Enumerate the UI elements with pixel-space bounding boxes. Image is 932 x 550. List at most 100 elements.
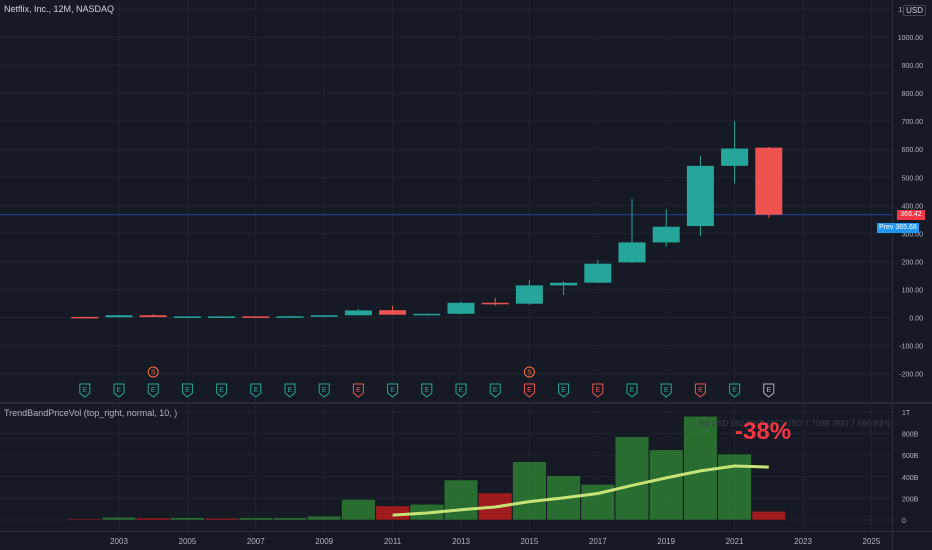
price-pane[interactable] — [0, 120, 892, 319]
volume-bar[interactable] — [136, 517, 171, 521]
indicator-title[interactable]: TrendBandPriceVol (top_right, normal, 10… — [4, 408, 178, 418]
volume-bar[interactable] — [614, 436, 650, 521]
earnings-event-marker[interactable]: E — [729, 383, 741, 398]
earnings-event-marker[interactable]: E — [763, 383, 775, 398]
volume-bar[interactable] — [717, 453, 752, 521]
candle-body[interactable] — [686, 165, 714, 227]
earnings-event-marker[interactable]: E — [113, 383, 125, 398]
candle-body[interactable] — [481, 302, 509, 305]
earnings-marker-shape — [694, 383, 706, 398]
split-marker-shape — [147, 366, 159, 378]
earnings-marker-label: E — [117, 387, 122, 394]
volume-pane[interactable] — [67, 416, 786, 521]
earnings-event-marker[interactable]: E — [250, 383, 262, 398]
earnings-marker-shape — [421, 383, 433, 398]
volume-bar[interactable] — [649, 449, 684, 521]
volume-tick-label: 1T — [902, 410, 911, 417]
last-price-label: 366.42 — [897, 210, 925, 220]
volume-bar[interactable] — [204, 518, 239, 521]
candle-body[interactable] — [447, 302, 475, 314]
volume-axis[interactable]: 0 200B 400B 600B 800B 1T — [902, 410, 919, 525]
volume-bar[interactable] — [67, 518, 102, 521]
earnings-event-marker[interactable]: E — [455, 383, 467, 398]
earnings-event-marker[interactable]: E — [694, 383, 706, 398]
volume-bar[interactable] — [238, 517, 273, 521]
price-tick-label: 400.00 — [902, 203, 924, 210]
volume-bar[interactable] — [307, 515, 342, 521]
price-tick-label: 500.00 — [902, 175, 924, 182]
price-axis[interactable]: -200.00 -100.00 0.00 100.00 200.00 300.00 400.… — [898, 7, 923, 379]
price-tick-label: 0.00 — [909, 316, 923, 323]
candle-body[interactable] — [71, 316, 99, 319]
volume-bar[interactable] — [272, 517, 308, 521]
earnings-marker-label: E — [82, 387, 87, 394]
candle-body[interactable] — [139, 315, 167, 318]
candle-body[interactable] — [413, 313, 441, 316]
price-tick-label: -200.00 — [899, 372, 923, 379]
volume-bar[interactable] — [101, 517, 137, 521]
earnings-event-marker[interactable]: E — [489, 383, 501, 398]
candle-body[interactable] — [208, 316, 236, 318]
earnings-event-marker[interactable]: E — [181, 383, 193, 398]
candle-body[interactable] — [721, 148, 749, 166]
earnings-event-marker[interactable]: E — [421, 383, 433, 398]
time-tick-label: 2005 — [179, 537, 197, 546]
time-axis[interactable]: 2003 2005 2007 2009 2011 2013 2015 2017 2019 2021… — [110, 537, 881, 546]
earnings-marker-label: E — [595, 387, 600, 394]
earnings-event-marker[interactable]: E — [284, 383, 296, 398]
earnings-event-marker[interactable]: E — [660, 383, 672, 398]
earnings-marker-label: E — [288, 387, 293, 394]
volume-bar[interactable] — [751, 511, 786, 521]
earnings-marker-label: E — [732, 387, 737, 394]
earnings-marker-shape — [181, 383, 193, 398]
earnings-event-marker[interactable]: E — [318, 383, 330, 398]
candle-body[interactable] — [344, 310, 372, 316]
earnings-marker-shape — [558, 383, 570, 398]
candle-body[interactable] — [618, 242, 646, 263]
split-marker-label: S — [527, 370, 532, 377]
earnings-marker-shape — [592, 383, 604, 398]
earnings-event-marker[interactable]: E — [147, 383, 159, 398]
prev-close-label: Prev 365.68 — [877, 223, 919, 233]
percent-change-label: -38% — [735, 418, 792, 445]
earnings-marker-label: E — [493, 387, 498, 394]
candle-body[interactable] — [105, 315, 133, 318]
symbol-title[interactable]: Netflix, Inc., 12M, NASDAQ — [4, 4, 115, 14]
candle-body[interactable] — [242, 316, 270, 318]
volume-bar[interactable] — [170, 517, 205, 521]
earnings-event-marker[interactable]: E — [592, 383, 604, 398]
event-markers[interactable]: E E E E E E E E E E E E E E E E E E E E E S S — [79, 366, 775, 398]
candle-body[interactable] — [550, 282, 578, 286]
split-marker-shape — [523, 366, 535, 378]
candle-body[interactable] — [310, 315, 338, 317]
earnings-event-marker[interactable]: E — [523, 383, 535, 398]
candle-body[interactable] — [379, 310, 407, 315]
earnings-event-marker[interactable]: E — [387, 383, 399, 398]
candle-body[interactable] — [173, 316, 201, 318]
currency-label[interactable]: USD — [903, 5, 926, 16]
time-tick-label: 2017 — [589, 537, 607, 546]
candle-body[interactable] — [652, 226, 680, 243]
earnings-event-marker[interactable]: E — [216, 383, 228, 398]
earnings-marker-label: E — [459, 387, 464, 394]
volume-tick-label: 200B — [902, 496, 919, 503]
earnings-event-marker[interactable]: E — [352, 383, 364, 398]
volume-readout: Vol USD 162.266B (AC) USD 7.709B (RE) 7.… — [697, 419, 890, 428]
candle-body[interactable] — [755, 147, 783, 215]
earnings-event-marker[interactable]: E — [626, 383, 638, 398]
volume-bar[interactable] — [512, 461, 547, 521]
candle-body[interactable] — [584, 263, 612, 283]
volume-bar[interactable] — [443, 479, 479, 521]
earnings-event-marker[interactable]: E — [79, 383, 91, 398]
volume-bar[interactable] — [341, 499, 376, 521]
candle-body[interactable] — [515, 285, 543, 304]
time-tick-label: 2007 — [247, 537, 265, 546]
earnings-event-marker[interactable]: E — [558, 383, 570, 398]
earnings-marker-label: E — [390, 387, 395, 394]
split-event-marker[interactable]: S — [147, 366, 159, 378]
split-event-marker[interactable]: S — [523, 366, 535, 378]
time-tick-label: 2011 — [384, 537, 402, 546]
candle-body[interactable] — [276, 316, 304, 318]
volume-tick-label: 0 — [902, 518, 906, 525]
